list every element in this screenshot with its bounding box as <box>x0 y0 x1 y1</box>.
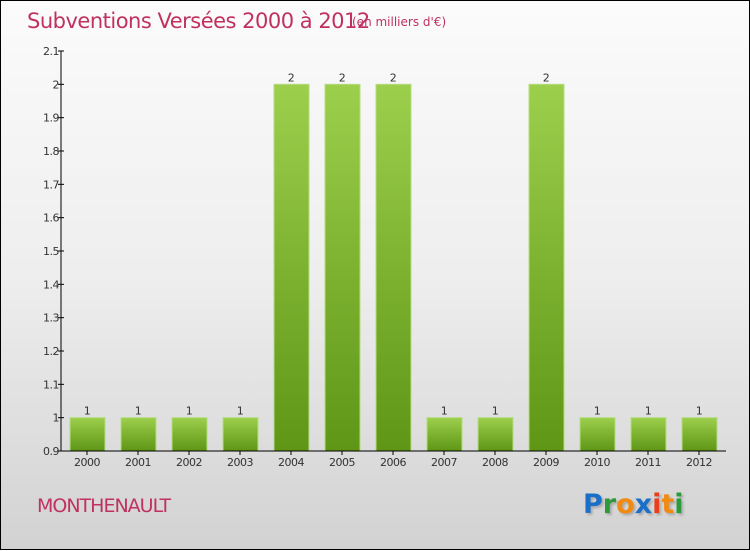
bar-2000 <box>69 417 106 452</box>
x-tick-label: 2004 <box>278 456 304 469</box>
y-tick-label: 1.6 <box>43 212 59 225</box>
data-label-2005: 2 <box>339 71 346 84</box>
bar-2001 <box>120 417 157 452</box>
x-tick-label: 2010 <box>584 456 610 469</box>
y-tick-label: 2 <box>53 78 60 91</box>
y-tick-label: 1.9 <box>43 112 59 125</box>
bar-2006 <box>375 83 412 452</box>
bar-2010 <box>579 417 616 452</box>
bar-2004 <box>273 83 310 452</box>
y-tick-label: 1 <box>53 412 60 425</box>
y-tick-label: 2.1 <box>43 45 59 58</box>
data-label-2004: 2 <box>288 71 295 84</box>
x-tick-label: 2012 <box>686 456 712 469</box>
x-tick-label: 2000 <box>74 456 100 469</box>
chart-unit: (en milliers d'€) <box>352 15 447 29</box>
x-tick-label: 2003 <box>227 456 253 469</box>
data-label-2008: 1 <box>492 405 499 418</box>
x-tick-label: 2008 <box>482 456 508 469</box>
y-tick-label: 1.3 <box>43 312 59 325</box>
bar-2003 <box>222 417 259 452</box>
data-label-2011: 1 <box>645 405 652 418</box>
data-label-2010: 1 <box>594 405 601 418</box>
x-tick-label: 2002 <box>176 456 202 469</box>
data-label-2001: 1 <box>135 405 142 418</box>
data-label-2002: 1 <box>186 405 193 418</box>
data-label-2012: 1 <box>696 405 703 418</box>
y-tick-label: 1.5 <box>43 245 59 258</box>
bar-2007 <box>426 417 463 452</box>
x-tick-label: 2005 <box>329 456 355 469</box>
y-tick-label: 1.1 <box>43 378 59 391</box>
x-tick-label: 2011 <box>635 456 661 469</box>
data-label-2003: 1 <box>237 405 244 418</box>
bar-2011 <box>630 417 667 452</box>
x-tick-label: 2009 <box>533 456 559 469</box>
x-tick-label: 2007 <box>431 456 457 469</box>
x-tick-label: 2006 <box>380 456 406 469</box>
data-label-2007: 1 <box>441 405 448 418</box>
y-tick-label: 0.9 <box>43 445 59 458</box>
bar-2012 <box>681 417 718 452</box>
y-tick-label: 1.8 <box>43 145 59 158</box>
y-tick-label: 1.2 <box>43 345 59 358</box>
bar-2009 <box>528 83 565 452</box>
y-tick-label: 1.7 <box>43 178 59 191</box>
proxiti-logo[interactable]: Proxiti <box>583 489 684 520</box>
x-tick-label: 2001 <box>125 456 151 469</box>
place-name: MONTHENAULT <box>37 495 171 517</box>
data-label-2009: 2 <box>543 71 550 84</box>
bar-2002 <box>171 417 208 452</box>
bar-2008 <box>477 417 514 452</box>
bar-2005 <box>324 83 361 452</box>
data-label-2000: 1 <box>84 405 91 418</box>
chart-title: Subventions Versées 2000 à 2012 <box>27 9 370 33</box>
y-tick-label: 1.4 <box>43 278 59 291</box>
data-label-2006: 2 <box>390 71 397 84</box>
